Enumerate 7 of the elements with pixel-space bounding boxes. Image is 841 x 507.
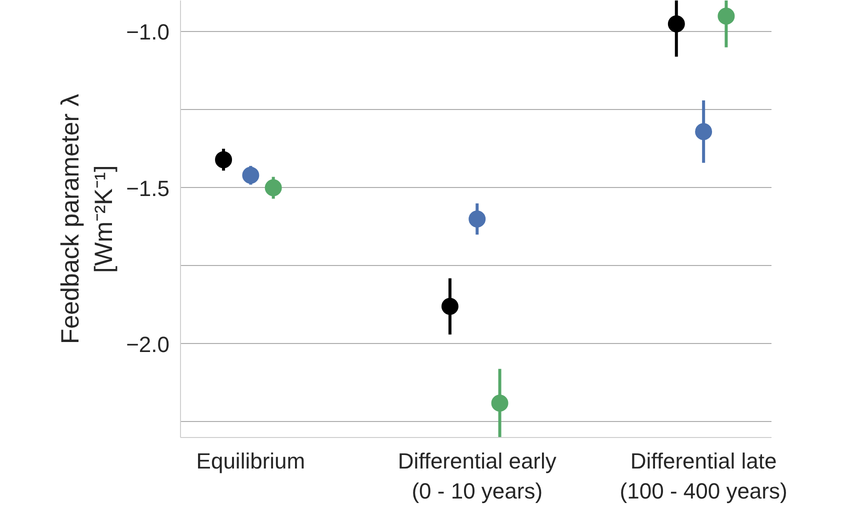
y-tick-label: −1.0 (126, 20, 170, 45)
x-tick-label: Equilibrium (196, 448, 306, 474)
x-tick-label: Differential late (100 - 400 years) (620, 448, 788, 504)
y-axis-title: Feedback parameter λ [Wm⁻²K⁻¹] (56, 93, 118, 344)
y-tick-label: −2.0 (126, 332, 170, 357)
x-tick-label: Differential early (0 - 10 years) (398, 448, 556, 504)
y-tick-label: −1.5 (126, 176, 170, 201)
